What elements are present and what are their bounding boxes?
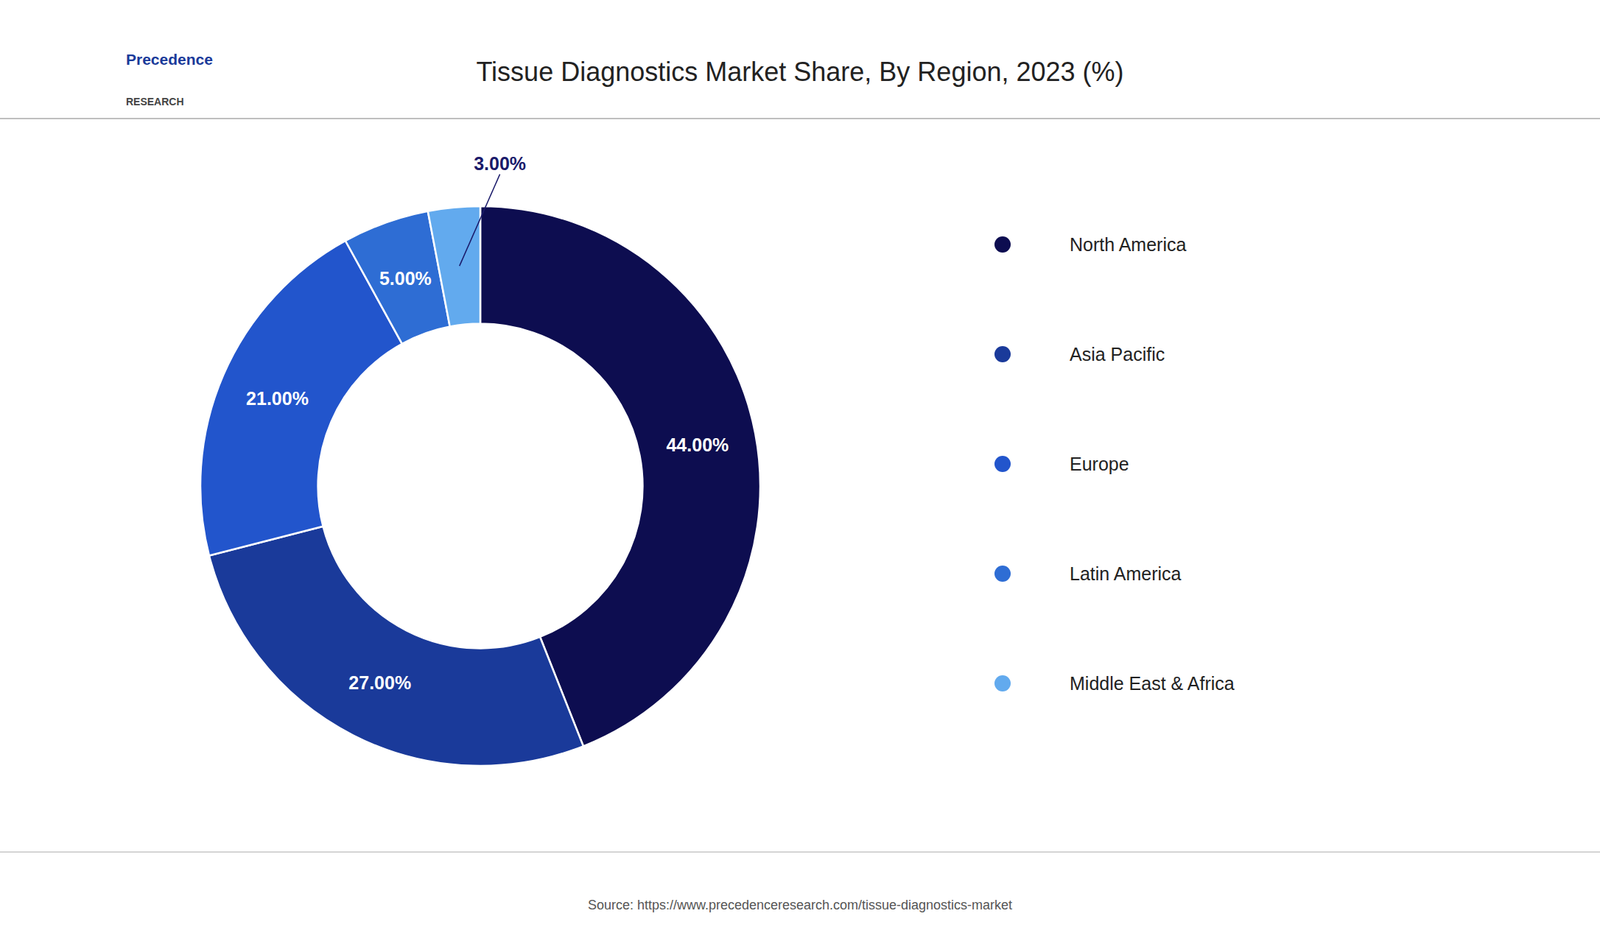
data-label: 21.00%: [246, 388, 309, 409]
legend-label: Middle East & Africa: [1069, 673, 1235, 694]
logo-text: RESEARCH: [125, 95, 185, 108]
logo-text: Precedence: [125, 50, 213, 68]
leader-line: [459, 174, 501, 267]
donut-slice: [427, 206, 481, 328]
legend-label: Asia Pacific: [1069, 344, 1165, 365]
chart-title: Tissue Diagnostics Market Share, By Regi…: [475, 56, 1124, 87]
source-text: Source: https://www.precedenceresearch.c…: [587, 897, 1013, 913]
background: [0, 0, 1600, 947]
legend-label: Europe: [1069, 453, 1130, 475]
data-label: 3.00%: [473, 153, 526, 174]
donut: [200, 206, 761, 767]
legend-swatch: [994, 565, 1011, 582]
legend-label: North America: [1069, 234, 1187, 255]
legend-swatch: [994, 236, 1011, 253]
data-label: 5.00%: [379, 268, 432, 289]
legend: North America Asia Pacific Europe Latin Ame…: [994, 234, 1235, 694]
data-label: 44.00%: [665, 434, 729, 456]
chart-root: Precedence RESEARCH Tissue Diagnostics Mar…: [0, 0, 1600, 947]
donut-slice: [209, 526, 584, 767]
title-separator: [0, 117, 1600, 120]
legend-swatch: [994, 346, 1011, 363]
legend-swatch: [994, 675, 1011, 692]
legend-label: Latin America: [1069, 563, 1182, 585]
data-label: 27.00%: [348, 672, 412, 694]
data-labels: 44.00% 27.00% 21.00% 5.00% 3.00%: [246, 153, 729, 694]
legend-swatch: [994, 455, 1011, 473]
bottom-separator: [0, 852, 1600, 854]
